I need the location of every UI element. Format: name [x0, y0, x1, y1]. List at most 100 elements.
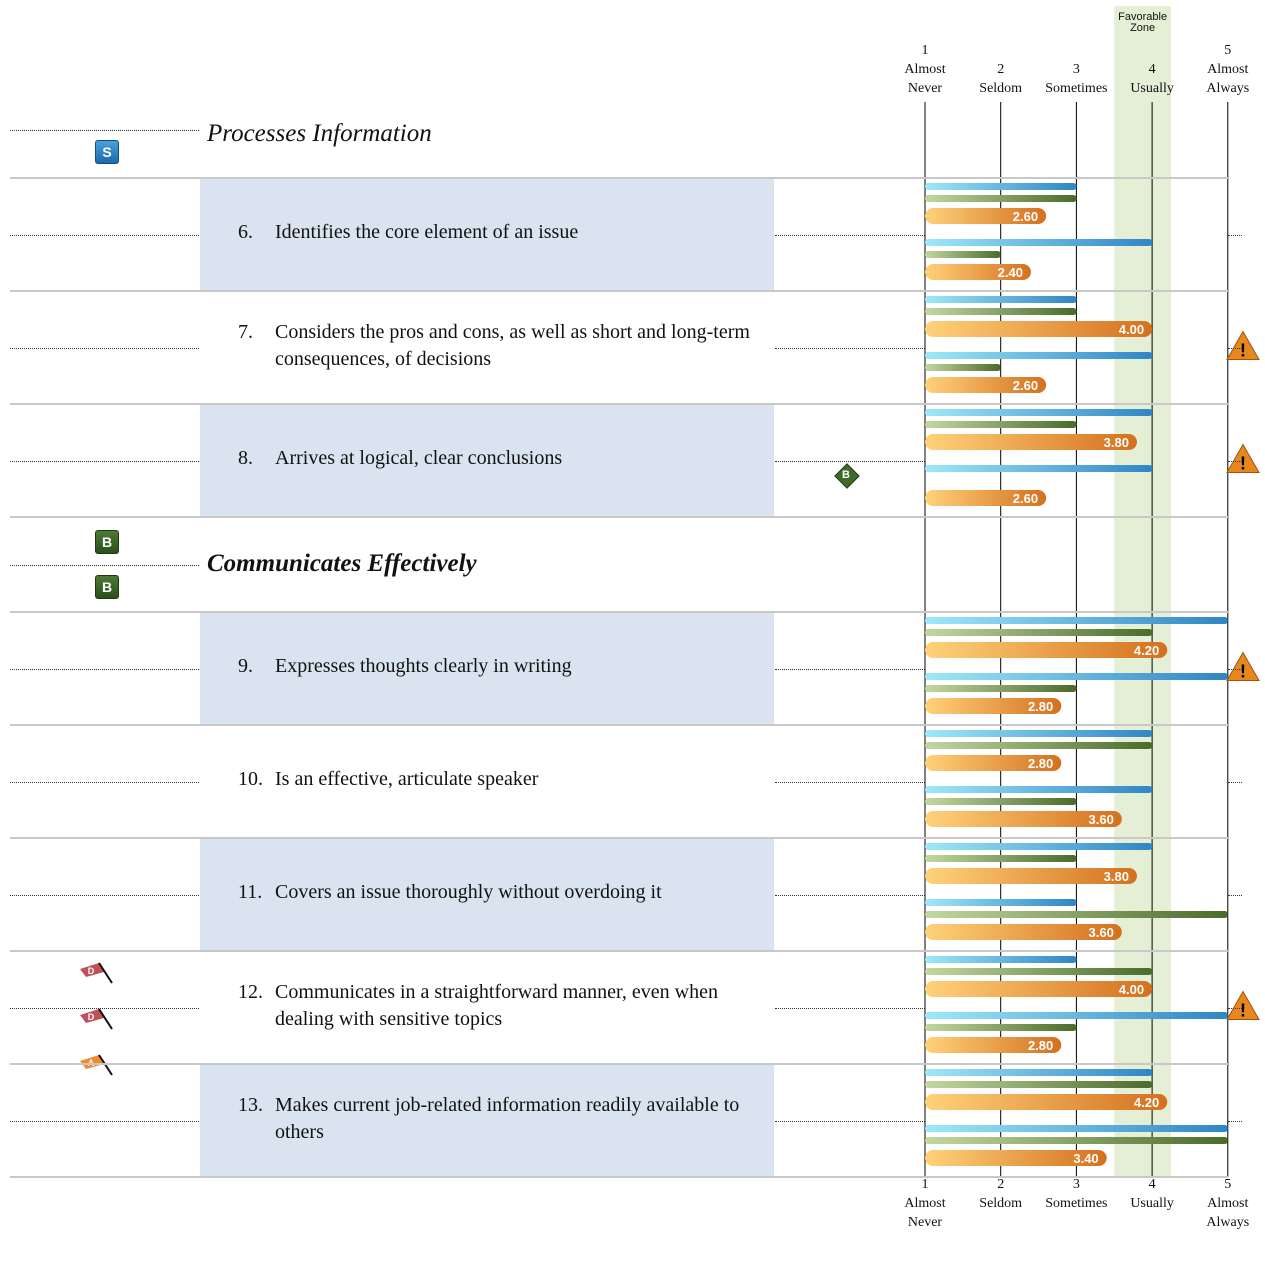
tick-label: Almost [1207, 1196, 1249, 1211]
item-leader-line-right [1228, 781, 1242, 783]
tick-label: Usually [1130, 1196, 1174, 1211]
rater-top-orange-bar [925, 1094, 1168, 1110]
rater-bottom-orange-value: 3.60 [1089, 812, 1114, 827]
tick-label: Never [907, 1215, 943, 1230]
svg-text:!: ! [1240, 454, 1246, 474]
rater-top-orange-value: 4.20 [1134, 643, 1159, 658]
rater-top-orange-bar [925, 434, 1137, 450]
top-tick-3: 3 Sometimes [1031, 60, 1121, 98]
item-row: 8. Arrives at logical, clear conclusions [200, 404, 774, 517]
svg-text:!: ! [1240, 662, 1246, 682]
item-text: 9. Expresses thoughts clearly in writing [238, 653, 764, 680]
rater-bottom-blue-bar [925, 239, 1153, 246]
tick-label: Never [907, 81, 943, 96]
item-row: 6. Identifies the core element of an issu… [200, 178, 774, 291]
item-leader-line-mid [775, 781, 925, 783]
warning-icon: ! [1226, 443, 1260, 474]
rater-top-orange-value: 3.80 [1104, 435, 1129, 450]
tick-label: Seldom [979, 1196, 1023, 1211]
item-leader-line [10, 668, 199, 670]
item-leader-line-right [1228, 234, 1242, 236]
rater-top-green-bar [925, 308, 1077, 315]
tick-value: 2 [997, 1177, 1005, 1192]
svg-text:!: ! [1240, 341, 1246, 361]
item-row: 11. Covers an issue thoroughly without ov… [200, 838, 774, 951]
rater-top-blue-bar [925, 296, 1077, 303]
bottom-tick-3: 3 Sometimes [1031, 1175, 1121, 1213]
row-separator [10, 516, 1228, 518]
rater-bottom-green-bar [925, 798, 1077, 805]
item-leader-line-right [1228, 668, 1242, 670]
item-row: 13. Makes current job-related information… [200, 1064, 774, 1177]
warning-icon: ! [1226, 990, 1260, 1021]
rater-bottom-green-bar [925, 1024, 1077, 1031]
bottom-tick-2: 2 Seldom [956, 1175, 1046, 1213]
rater-bottom-blue-bar [925, 899, 1077, 906]
item-description: Considers the pros and cons, as well as … [275, 320, 750, 370]
tick-label: Almost [1207, 62, 1249, 77]
tick-value: 2 [997, 62, 1005, 77]
rater-top-green-bar [925, 855, 1077, 862]
item-text: 11. Covers an issue thoroughly without ov… [238, 879, 764, 906]
header-leader-line [10, 564, 199, 566]
item-leader-line [10, 234, 199, 236]
tick-value: 5 [1224, 43, 1232, 58]
item-leader-line-mid [775, 1007, 925, 1009]
favorable-zone-line: Zone [1130, 22, 1156, 34]
item-number: 7. [238, 320, 253, 343]
item-leader-line-mid [775, 894, 925, 896]
rater-bottom-orange-bar [925, 698, 1062, 714]
row-separator [10, 837, 1228, 839]
rater-top-orange-value: 3.80 [1104, 869, 1129, 884]
rater-bottom-blue-bar [925, 1125, 1228, 1132]
tick-label: Sometimes [1045, 81, 1108, 96]
tick-label: Always [1206, 1215, 1250, 1230]
item-row: 7. Considers the pros and cons, as well a… [200, 291, 774, 404]
rater-top-blue-bar [925, 730, 1153, 737]
header-leader-line [10, 130, 199, 131]
item-leader-line-right [1228, 1120, 1242, 1122]
svg-text:!: ! [1240, 1001, 1246, 1021]
rater-bottom-orange-bar [925, 1150, 1107, 1166]
tick-label: Almost [904, 1196, 946, 1211]
section-title: Processes Information [207, 120, 432, 147]
item-description: Expresses thoughts clearly in writing [275, 655, 572, 677]
rater-top-orange-value: 4.00 [1119, 982, 1144, 997]
rater-bottom-orange-bar [925, 264, 1031, 280]
item-background [200, 179, 774, 290]
warning-icon: ! [1226, 330, 1260, 361]
item-background [200, 405, 774, 516]
item-leader-line-mid [775, 460, 925, 462]
item-leader-line-mid [775, 234, 925, 236]
rater-top-orange-bar [925, 981, 1153, 997]
rater-bottom-green-bar [925, 1137, 1228, 1144]
tick-label: Seldom [979, 81, 1023, 96]
item-row: 10. Is an effective, articulate speaker [200, 725, 774, 838]
rater-top-green-bar [925, 195, 1077, 202]
rater-bottom-orange-value: 2.60 [1013, 491, 1038, 506]
tick-label: Sometimes [1045, 1196, 1108, 1211]
item-leader-line-mid [775, 1120, 925, 1122]
item-leader-line [10, 781, 199, 783]
rater-bottom-blue-bar [925, 465, 1153, 472]
bottom-tick-1: 1 Almost Never [880, 1175, 970, 1232]
rater-top-blue-bar [925, 956, 1077, 963]
tick-value: 1 [921, 43, 929, 58]
item-leader-line [10, 347, 199, 349]
item-number: 6. [238, 221, 253, 243]
rater-bottom-blue-bar [925, 1012, 1228, 1019]
item-leader-line-right [1228, 347, 1242, 349]
row-separator [10, 177, 1228, 179]
rater-top-orange-value: 4.00 [1119, 322, 1144, 337]
rater-bottom-orange-bar [925, 1037, 1062, 1053]
flag-letter: D [88, 1012, 95, 1022]
tick-label: Usually [1130, 81, 1174, 96]
rater-top-orange-value: 4.20 [1134, 1095, 1159, 1110]
item-background [200, 1065, 774, 1176]
row-separator [10, 1063, 1228, 1065]
rater-bottom-orange-value: 3.60 [1089, 925, 1114, 940]
item-description: Covers an issue thoroughly without overd… [275, 881, 662, 903]
tick-value: 4 [1148, 62, 1156, 77]
rater-bottom-green-bar [925, 685, 1077, 692]
